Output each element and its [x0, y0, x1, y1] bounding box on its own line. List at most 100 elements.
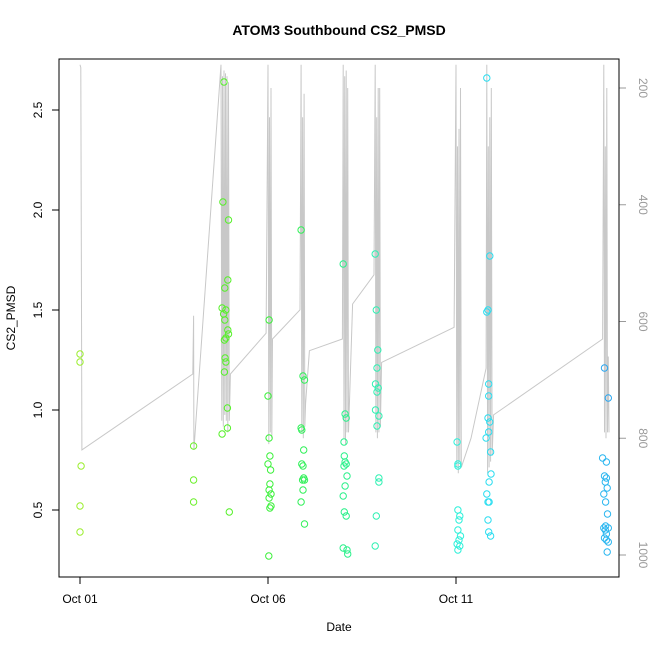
- data-point: [265, 434, 273, 442]
- data-point: [455, 516, 463, 524]
- x-tick-label: Oct 06: [250, 592, 286, 606]
- data-point: [600, 524, 608, 532]
- data-point: [300, 446, 308, 454]
- data-point: [603, 548, 611, 556]
- data-point: [600, 490, 608, 498]
- x-tick-label: Oct 01: [62, 592, 98, 606]
- data-point: [484, 516, 492, 524]
- y-tick-label: 1.0: [31, 401, 45, 418]
- y2-tick-label: 600: [636, 311, 650, 331]
- data-point: [218, 430, 226, 438]
- data-point: [602, 458, 611, 466]
- data-point: [189, 498, 198, 506]
- y-axis-label: CS2_PMSD: [4, 285, 18, 350]
- data-points-layer: [76, 74, 612, 560]
- data-point: [265, 486, 273, 494]
- data-point: [76, 358, 84, 366]
- data-point: [600, 364, 609, 372]
- data-point: [484, 306, 492, 314]
- y-tick-label: 1.5: [31, 301, 45, 318]
- data-point: [224, 216, 233, 224]
- data-point: [483, 74, 491, 82]
- data-point: [224, 326, 232, 334]
- data-point: [299, 486, 307, 494]
- data-point: [374, 384, 382, 392]
- axes-layer: Oct 01 Oct 06 Oct 11 0.5 1.0 1.5 2.0 2.5 200 400 6…: [31, 78, 650, 606]
- data-point: [340, 438, 348, 446]
- data-point: [299, 372, 307, 380]
- data-point: [483, 308, 491, 316]
- data-point: [486, 418, 494, 426]
- data-point: [265, 552, 273, 560]
- y2-tick-label: 800: [636, 428, 650, 448]
- data-point: [601, 526, 609, 534]
- data-point: [264, 460, 272, 468]
- depth-trace-line: [79, 64, 610, 474]
- data-point: [339, 260, 347, 268]
- data-point: [371, 542, 379, 550]
- depth-trace-layer: [79, 64, 610, 474]
- data-point: [222, 306, 230, 314]
- data-point: [298, 476, 307, 484]
- data-point: [300, 476, 309, 484]
- data-point: [454, 462, 462, 470]
- data-point: [267, 490, 275, 498]
- data-point: [340, 462, 348, 470]
- data-point: [266, 466, 275, 474]
- x-axis-label: Date: [326, 620, 352, 634]
- data-point: [76, 350, 84, 358]
- data-point: [341, 410, 349, 418]
- data-point: [485, 380, 493, 388]
- data-point: [222, 358, 230, 366]
- data-point: [189, 476, 198, 484]
- data-point: [601, 498, 610, 506]
- data-point: [341, 482, 349, 490]
- data-point: [602, 474, 611, 482]
- data-point: [266, 452, 274, 460]
- data-point: [264, 392, 272, 400]
- data-point: [298, 426, 306, 434]
- data-point: [454, 546, 462, 554]
- data-point: [485, 498, 493, 506]
- data-point: [220, 336, 229, 344]
- data-point: [484, 414, 492, 422]
- data-point: [223, 424, 232, 432]
- y2-tick-label: 1000: [636, 542, 650, 569]
- data-point: [372, 512, 380, 520]
- data-point: [189, 442, 198, 450]
- data-point: [265, 316, 273, 324]
- data-point: [221, 354, 229, 362]
- data-point: [600, 534, 609, 542]
- data-point: [300, 376, 309, 384]
- data-point: [339, 544, 347, 552]
- data-point: [220, 78, 228, 86]
- data-point: [222, 334, 230, 342]
- data-point: [76, 528, 84, 536]
- data-point: [297, 226, 305, 234]
- data-point: [486, 448, 495, 456]
- data-point: [598, 454, 607, 462]
- data-point: [456, 532, 465, 540]
- data-point: [602, 536, 611, 544]
- data-point: [485, 478, 493, 486]
- data-point: [375, 412, 383, 420]
- data-point: [223, 404, 232, 412]
- data-point: [297, 498, 305, 506]
- data-point: [483, 490, 491, 498]
- data-point: [373, 364, 381, 372]
- y-tick-label: 2.0: [31, 201, 45, 218]
- data-point: [375, 474, 383, 482]
- data-point: [266, 504, 274, 512]
- data-point: [485, 528, 493, 536]
- data-point: [603, 510, 612, 518]
- data-point: [224, 330, 233, 338]
- data-point: [371, 406, 380, 414]
- chart-title: ATOM3 Southbound CS2_PMSD: [232, 22, 445, 38]
- data-point: [343, 546, 351, 554]
- data-point: [373, 388, 381, 396]
- data-point: [454, 460, 462, 468]
- y2-tick-label: 200: [636, 78, 650, 98]
- data-point: [299, 462, 307, 470]
- data-point: [603, 484, 611, 492]
- data-point: [373, 422, 381, 430]
